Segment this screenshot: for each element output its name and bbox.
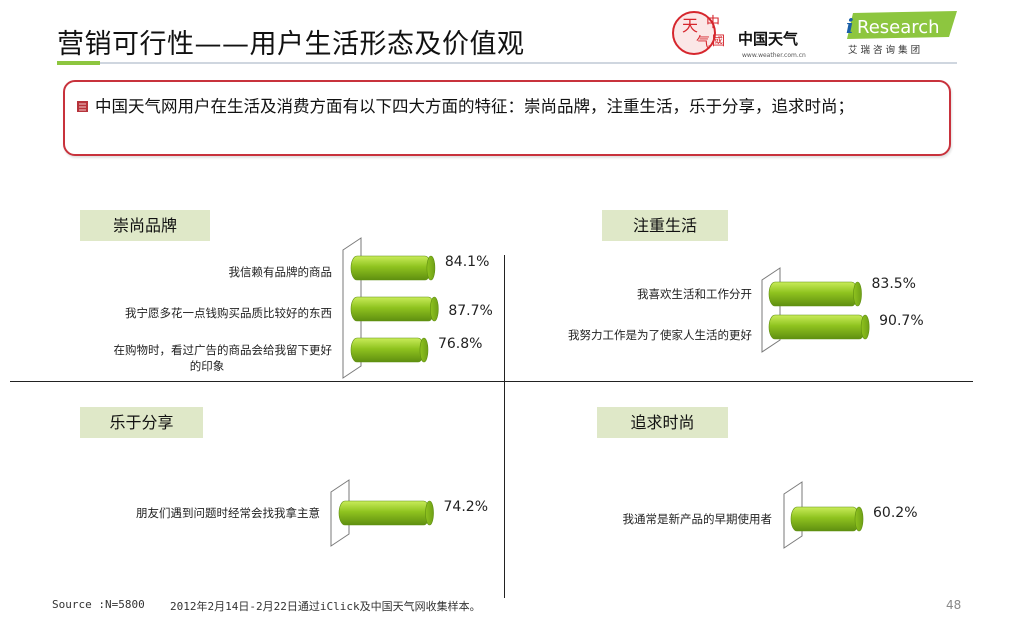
page-title: 营销可行性——用户生活形态及价值观 — [57, 29, 525, 60]
bar — [338, 500, 434, 526]
quadrant-divider-horizontal — [10, 381, 973, 382]
iresearch-i-glyph: i — [846, 14, 854, 38]
iresearch-logo-sub: 艾 瑞 咨 询 集 团 — [848, 44, 920, 56]
weather-logo-url: www.weather.com.cn — [742, 52, 806, 59]
chart-backplate — [761, 267, 781, 353]
bar-cap — [854, 506, 864, 532]
bar-body — [338, 500, 430, 526]
footer-source: Source :N=5800 — [52, 598, 145, 611]
weather-seal-glyph-2: 气 — [696, 35, 710, 51]
weather-logo-text: 中国天气 — [738, 30, 798, 48]
bar-body — [768, 281, 858, 307]
value-label: 84.1% — [445, 254, 489, 270]
bar — [350, 296, 439, 322]
bullet-icon — [77, 101, 88, 112]
bar — [350, 255, 436, 281]
category-label: 我信赖有品牌的商品 — [229, 265, 333, 279]
value-label: 87.7% — [448, 303, 492, 319]
bar-cap — [425, 500, 434, 526]
chart-1: 83.5% 我喜欢生活和工作分开 90.7% 我努力工作是为了使家人生活的更好 — [568, 267, 924, 353]
bar-cap — [426, 255, 436, 281]
weather-seal-glyph-1: 天 — [682, 16, 698, 35]
bar-cap — [430, 296, 439, 322]
bar-cap — [860, 314, 870, 340]
iresearch-logo: i Research 艾 瑞 咨 询 集 团 — [846, 11, 957, 56]
quadrant-label-fashion: 追求时尚 — [597, 407, 728, 438]
quadrant-label-share: 乐于分享 — [80, 407, 203, 438]
bar — [768, 281, 862, 307]
page-number: 48 — [946, 598, 962, 612]
value-label: 74.2% — [444, 499, 488, 515]
category-label: 我宁愿多花一点钱购买品质比较好的东西 — [125, 306, 332, 320]
bar — [790, 506, 864, 532]
bar-body — [790, 506, 860, 532]
footer-note: 2012年2月14日-2月22日通过iClick及中国天气网收集样本。 — [170, 600, 481, 613]
chart-3: 60.2% 我通常是新产品的早期使用者 — [623, 481, 918, 549]
weather-seal-icon — [672, 11, 716, 55]
category-label: 我通常是新产品的早期使用者 — [623, 512, 773, 526]
value-label: 90.7% — [879, 313, 923, 329]
category-label: 我努力工作是为了使家人生活的更好 — [568, 328, 752, 342]
summary-callout — [63, 80, 951, 156]
category-label-wrap: 的印象 — [190, 359, 225, 373]
title-underline-accent — [57, 61, 100, 65]
bar-cap — [419, 337, 429, 363]
bar-body — [350, 337, 425, 363]
bar-cap — [853, 281, 862, 307]
weather-seal-glyph-3: 中 — [706, 15, 720, 31]
category-label: 朋友们遇到问题时经常会找我拿主意 — [136, 506, 320, 520]
summary-callout-text: 中国天气网用户在生活及消费方面有以下四大方面的特征：崇尚品牌，注重生活，乐于分享… — [95, 97, 854, 116]
iresearch-logo-text: Research — [857, 17, 940, 38]
quadrant-divider-vertical — [504, 255, 505, 598]
chart-0: 84.1% 我信赖有品牌的商品 87.7% 我宁愿多花一点钱购买品质比较好的东西 76.… — [114, 237, 493, 379]
weather-logo: 天 气 中 國 中国天气 www.weather.com.cn — [672, 11, 806, 59]
bar-body — [768, 314, 866, 340]
category-label: 我喜欢生活和工作分开 — [637, 287, 752, 301]
value-label: 83.5% — [872, 276, 916, 292]
chart-2: 74.2% 朋友们遇到问题时经常会找我拿主意 — [136, 479, 488, 547]
bar-body — [350, 255, 432, 281]
bar — [350, 337, 429, 363]
value-label: 76.8% — [438, 336, 482, 352]
title-underline — [57, 62, 957, 64]
value-label: 60.2% — [873, 505, 917, 521]
weather-seal-glyph-4: 國 — [712, 34, 725, 49]
quadrant-label-life: 注重生活 — [602, 210, 728, 241]
category-label: 在购物时，看过广告的商品会给我留下更好 — [114, 343, 333, 357]
quadrant-label-brand: 崇尚品牌 — [80, 210, 210, 241]
iresearch-banner-shape — [847, 11, 957, 39]
bar — [768, 314, 870, 340]
bar-body — [350, 296, 435, 322]
